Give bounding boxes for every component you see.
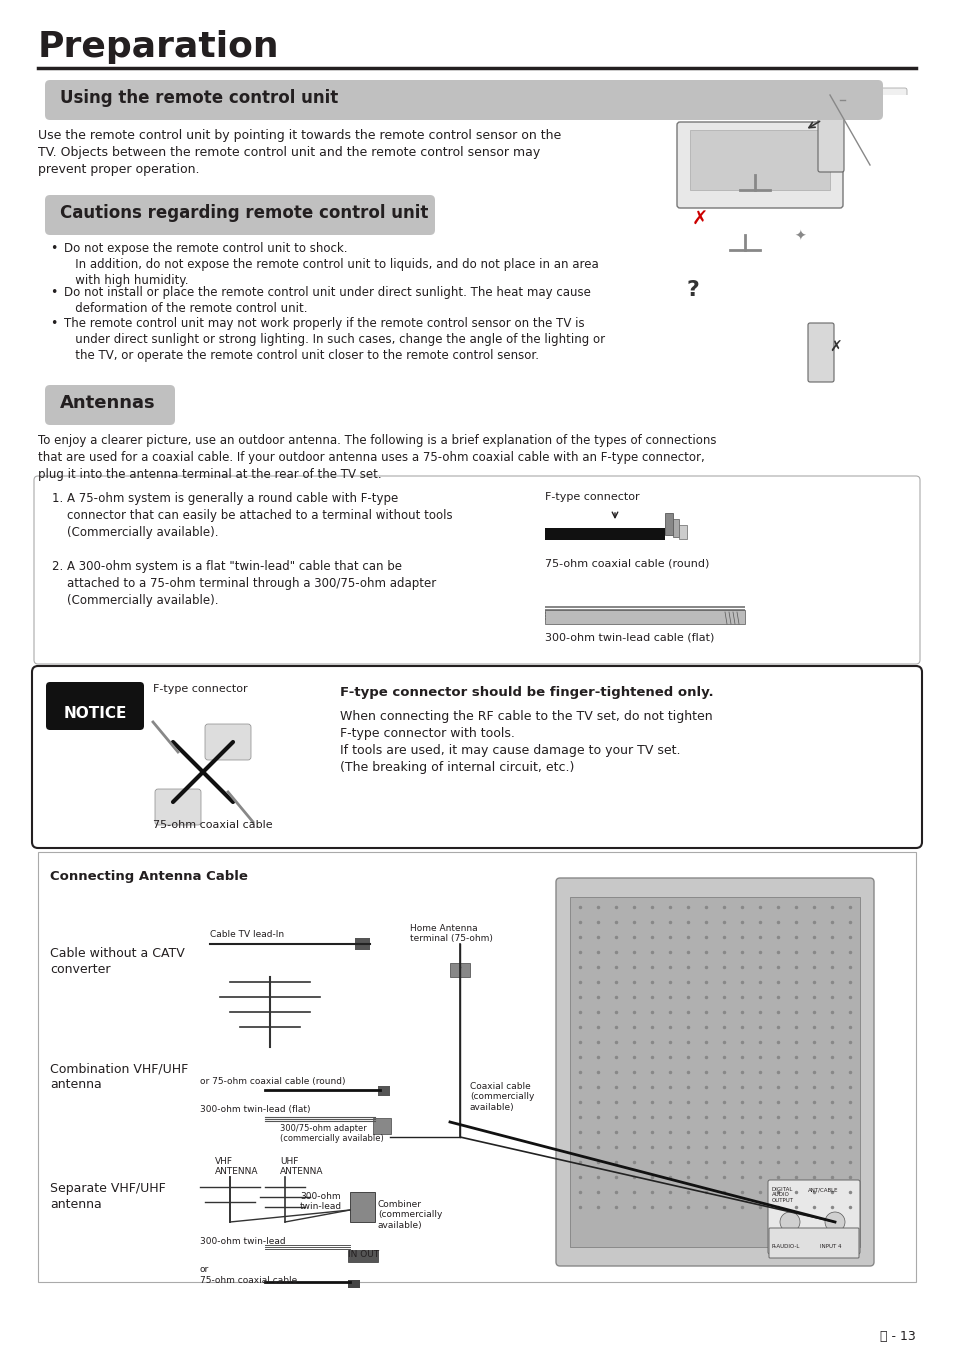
Circle shape [824, 1212, 844, 1232]
Text: R-AUDIO-L: R-AUDIO-L [771, 1244, 800, 1250]
Text: or 75-ohm coaxial cable (round): or 75-ohm coaxial cable (round) [200, 1077, 345, 1086]
Text: Combination VHF/UHF
antenna: Combination VHF/UHF antenna [50, 1062, 188, 1092]
FancyBboxPatch shape [662, 88, 906, 236]
Bar [672, 519, 679, 536]
Text: 1. A 75-ohm system is generally a round cable with F-type
    connector that can: 1. A 75-ohm system is generally a round … [52, 492, 452, 607]
Text: •: • [50, 286, 57, 299]
Bar [679, 526, 686, 539]
FancyBboxPatch shape [46, 682, 144, 730]
Text: ⓔ - 13: ⓔ - 13 [880, 1329, 915, 1343]
Text: IN OUT: IN OUT [348, 1250, 378, 1259]
Bar [675, 115, 854, 220]
Circle shape [780, 1212, 800, 1232]
Text: Using the remote control unit: Using the remote control unit [60, 89, 338, 107]
Bar [544, 617, 744, 620]
Text: Combiner
(commercially
available): Combiner (commercially available) [377, 1200, 442, 1229]
Bar [544, 612, 744, 613]
Text: 300-ohm twin-lead: 300-ohm twin-lead [200, 1238, 285, 1246]
Text: 75-ohm coaxial cable: 75-ohm coaxial cable [152, 820, 273, 830]
FancyBboxPatch shape [807, 323, 833, 382]
Bar [544, 611, 744, 624]
Text: Home Antenna
terminal (75-ohm): Home Antenna terminal (75-ohm) [410, 924, 493, 943]
FancyBboxPatch shape [154, 789, 201, 825]
Text: The remote control unit may not work properly if the remote control sensor on th: The remote control unit may not work pro… [64, 317, 604, 362]
Text: •: • [50, 317, 57, 330]
Text: NOTICE: NOTICE [63, 707, 127, 721]
Bar [544, 609, 744, 611]
Text: Separate VHF/UHF
antenna: Separate VHF/UHF antenna [50, 1182, 166, 1210]
Text: Connecting Antenna Cable: Connecting Antenna Cable [50, 870, 248, 884]
Text: Do not expose the remote control unit to shock.
   In addition, do not expose th: Do not expose the remote control unit to… [64, 242, 598, 286]
Bar [355, 938, 370, 950]
FancyBboxPatch shape [205, 724, 251, 761]
Text: 75-ohm coaxial cable: 75-ohm coaxial cable [200, 1275, 297, 1285]
Text: Cable without a CATV
converter: Cable without a CATV converter [50, 947, 185, 975]
Text: 300-ohm
twin-lead: 300-ohm twin-lead [299, 1192, 342, 1212]
Bar [569, 897, 859, 1247]
FancyBboxPatch shape [768, 1228, 858, 1258]
Bar [373, 1119, 391, 1133]
Text: ANT/CABLE: ANT/CABLE [807, 1188, 838, 1192]
Text: F-type connector: F-type connector [544, 492, 639, 503]
Bar [689, 130, 829, 190]
Bar [450, 963, 470, 977]
Text: Preparation: Preparation [38, 30, 279, 63]
FancyBboxPatch shape [556, 878, 873, 1266]
Text: Do not install or place the remote control unit under direct sunlight. The heat : Do not install or place the remote contr… [64, 286, 590, 315]
FancyBboxPatch shape [34, 476, 919, 663]
Text: DIGITAL
AUDIO
OUTPUT: DIGITAL AUDIO OUTPUT [771, 1188, 793, 1202]
Text: 300-ohm twin-lead (flat): 300-ohm twin-lead (flat) [200, 1105, 310, 1115]
FancyBboxPatch shape [45, 385, 174, 426]
Text: •: • [50, 242, 57, 255]
Bar [544, 528, 664, 540]
Text: 300/75-ohm adapter
(commercially available): 300/75-ohm adapter (commercially availab… [280, 1124, 383, 1143]
Text: To enjoy a clearer picture, use an outdoor antenna. The following is a brief exp: To enjoy a clearer picture, use an outdo… [38, 434, 716, 481]
FancyBboxPatch shape [38, 852, 915, 1282]
Text: 75-ohm coaxial cable (round): 75-ohm coaxial cable (round) [544, 558, 709, 567]
FancyBboxPatch shape [45, 80, 882, 120]
Bar [544, 607, 744, 608]
FancyBboxPatch shape [767, 1179, 859, 1254]
FancyBboxPatch shape [677, 122, 842, 208]
Text: Cable TV lead-In: Cable TV lead-In [210, 929, 284, 939]
Text: ?: ? [686, 280, 699, 300]
Bar [544, 615, 744, 617]
Text: F-type connector: F-type connector [152, 684, 248, 694]
Text: ✗: ✗ [829, 340, 841, 355]
Bar [377, 1086, 390, 1096]
Text: UHF
ANTENNA: UHF ANTENNA [280, 1156, 323, 1175]
Text: or: or [200, 1265, 209, 1274]
FancyBboxPatch shape [32, 666, 921, 848]
Bar [348, 1279, 359, 1288]
Text: Use the remote control unit by pointing it towards the remote control sensor on : Use the remote control unit by pointing … [38, 128, 560, 176]
Text: ✗: ✗ [691, 209, 707, 230]
Text: When connecting the RF cable to the TV set, do not tighten
F-type connector with: When connecting the RF cable to the TV s… [339, 711, 712, 774]
Text: F-type connector should be finger-tightened only.: F-type connector should be finger-tighte… [339, 686, 713, 698]
Bar [664, 513, 672, 535]
Text: VHF
ANTENNA: VHF ANTENNA [214, 1156, 258, 1175]
Bar [649, 95, 909, 385]
Text: INPUT 4: INPUT 4 [820, 1244, 841, 1250]
Bar [348, 1250, 377, 1262]
Text: 300-ohm twin-lead cable (flat): 300-ohm twin-lead cable (flat) [544, 632, 714, 642]
Text: ✦: ✦ [793, 230, 805, 245]
Text: Cautions regarding remote control unit: Cautions regarding remote control unit [60, 204, 428, 222]
Text: Antennas: Antennas [60, 394, 155, 412]
Bar [350, 1192, 375, 1223]
Text: Coaxial cable
(commercially
available): Coaxial cable (commercially available) [470, 1082, 534, 1112]
FancyBboxPatch shape [45, 195, 435, 235]
FancyBboxPatch shape [817, 113, 843, 172]
